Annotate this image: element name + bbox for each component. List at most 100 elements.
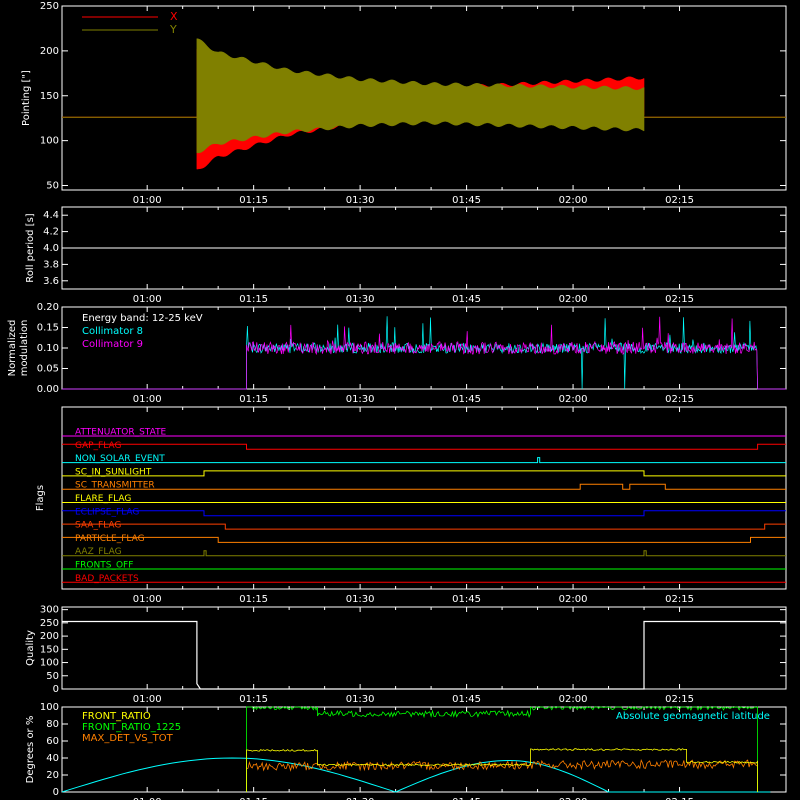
y-tick-label: 0.20 — [37, 302, 59, 313]
x-tick-label: 01:00 — [133, 394, 162, 405]
x-tick-label: 02:00 — [559, 394, 588, 405]
y-tick-label: 0.05 — [37, 364, 59, 375]
panel-0-frame — [61, 5, 787, 191]
x-tick-label: 01:45 — [452, 694, 481, 705]
panel-4-frame — [61, 606, 787, 690]
y-tick-label: 100 — [40, 136, 59, 147]
panel-3-frame — [61, 406, 787, 590]
legend-front_ratio_1225: FRONT_RATIO_1225 — [82, 722, 181, 733]
y-tick-label: 250 — [40, 1, 59, 12]
y-axis-label: Flags — [35, 485, 46, 511]
x-tick-label: 01:30 — [346, 394, 375, 405]
x-tick-label: 01:30 — [346, 594, 375, 605]
y-axis-label: Pointing ["] — [21, 70, 32, 126]
x-tick-label: 02:00 — [559, 294, 588, 305]
x-tick-label: 02:15 — [665, 294, 694, 305]
flag-sc_transmitter — [62, 483, 786, 490]
y-tick-label: 4.4 — [43, 210, 59, 221]
flag-label-eclipse_flag: ECLIPSE_FLAG — [75, 507, 139, 517]
x-tick-label: 01:00 — [133, 195, 162, 206]
series-geomagnetic-latitude — [61, 757, 771, 793]
panel-5-frame — [61, 706, 787, 793]
x-tick-label: 01:45 — [452, 394, 481, 405]
x-tick-label: 02:15 — [665, 797, 694, 800]
x-tick-label: 01:30 — [346, 195, 375, 206]
x-tick-label: 02:00 — [559, 594, 588, 605]
x-tick-label: 01:15 — [239, 694, 268, 705]
y-tick-label: 50 — [46, 181, 59, 192]
y-tick-label: 40 — [46, 753, 59, 764]
x-tick-label: 01:00 — [133, 694, 162, 705]
y-tick-label: 150 — [40, 91, 59, 102]
x-tick-label: 01:30 — [346, 694, 375, 705]
y-tick-label: 200 — [40, 631, 59, 642]
legend-label-Y: Y — [169, 23, 177, 36]
legend-max_det_vs_tot: MAX_DET_VS_TOT — [82, 733, 174, 744]
flag-particle_flag — [62, 536, 786, 543]
x-tick-label: 02:15 — [665, 394, 694, 405]
y-axis-label-line1: Normalized — [7, 320, 18, 377]
x-tick-label: 01:00 — [133, 294, 162, 305]
y-tick-label: 4.2 — [43, 227, 59, 238]
series-quality — [62, 620, 786, 690]
y-tick-label: 80 — [46, 719, 59, 730]
y-tick-label: 100 — [40, 702, 59, 713]
x-tick-label: 02:00 — [559, 694, 588, 705]
y-tick-label: 60 — [46, 736, 59, 747]
legend-collimator-9: Collimator 9 — [82, 339, 143, 350]
y-tick-label: 3.6 — [43, 276, 59, 287]
y-tick-label: 200 — [40, 46, 59, 57]
y-tick-label: 3.8 — [43, 259, 59, 270]
x-tick-label: 01:30 — [346, 797, 375, 800]
flag-label-aaz_flag: AAZ_FLAG — [75, 547, 122, 557]
x-tick-label: 01:00 — [133, 594, 162, 605]
flag-label-bad_packets: BAD_PACKETS — [75, 574, 139, 584]
series-max-det-vs-tot — [246, 759, 758, 792]
flag-sc_in_sunlight — [62, 470, 786, 477]
x-tick-label: 01:45 — [452, 294, 481, 305]
series-collimator-8 — [62, 316, 786, 390]
y-axis-label-line2: modulation — [19, 320, 30, 377]
flag-label-attenuator_state: ATTENUATOR_STATE — [75, 428, 167, 438]
x-tick-label: 01:30 — [346, 294, 375, 305]
flag-label-saa_flag: SAA_FLAG — [75, 521, 121, 531]
y-tick-label: 0 — [53, 684, 59, 695]
x-tick-label: 02:15 — [665, 195, 694, 206]
flag-gap_flag — [62, 443, 786, 450]
y-tick-label: 100 — [40, 658, 59, 669]
flag-label-fronts_off: FRONTS_OFF — [75, 561, 133, 571]
legend-label-X: X — [170, 10, 178, 23]
y-tick-label: 50 — [46, 671, 59, 682]
x-tick-label: 01:15 — [239, 195, 268, 206]
x-tick-label: 02:15 — [665, 594, 694, 605]
flag-label-flare_flag: FLARE_FLAG — [75, 494, 131, 504]
x-tick-label: 01:45 — [452, 797, 481, 800]
y-tick-label: 0.00 — [37, 384, 59, 395]
y-tick-label: 300 — [40, 605, 59, 616]
flag-saa_flag — [62, 523, 786, 530]
energy-band-annotation: Energy band: 12-25 keV — [82, 313, 203, 324]
flag-label-gap_flag: GAP_FLAG — [75, 441, 121, 451]
flag-label-sc_in_sunlight: SC_IN_SUNLIGHT — [75, 467, 152, 477]
flag-eclipse_flag — [62, 510, 786, 517]
series-front-ratio — [246, 748, 758, 792]
y-tick-label: 250 — [40, 618, 59, 629]
x-tick-label: 01:15 — [239, 294, 268, 305]
flag-aaz_flag — [62, 550, 786, 557]
y-axis-label: Quality — [25, 630, 36, 666]
y-tick-label: 20 — [46, 770, 59, 781]
x-tick-label: 01:15 — [239, 797, 268, 800]
x-tick-label: 01:15 — [239, 594, 268, 605]
flag-non_solar_event — [62, 457, 786, 464]
flag-label-sc_transmitter: SC_TRANSMITTER — [75, 481, 155, 491]
series-front-ratio-1225 — [246, 706, 758, 792]
x-tick-label: 02:00 — [559, 195, 588, 206]
y-tick-label: 0.15 — [37, 323, 59, 334]
y-tick-label: 150 — [40, 644, 59, 655]
flag-label-particle_flag: PARTICLE_FLAG — [75, 534, 145, 544]
x-tick-label: 01:45 — [452, 195, 481, 206]
x-tick-label: 01:00 — [133, 797, 162, 800]
x-tick-label: 02:00 — [559, 797, 588, 800]
series-Y-band — [196, 38, 645, 154]
